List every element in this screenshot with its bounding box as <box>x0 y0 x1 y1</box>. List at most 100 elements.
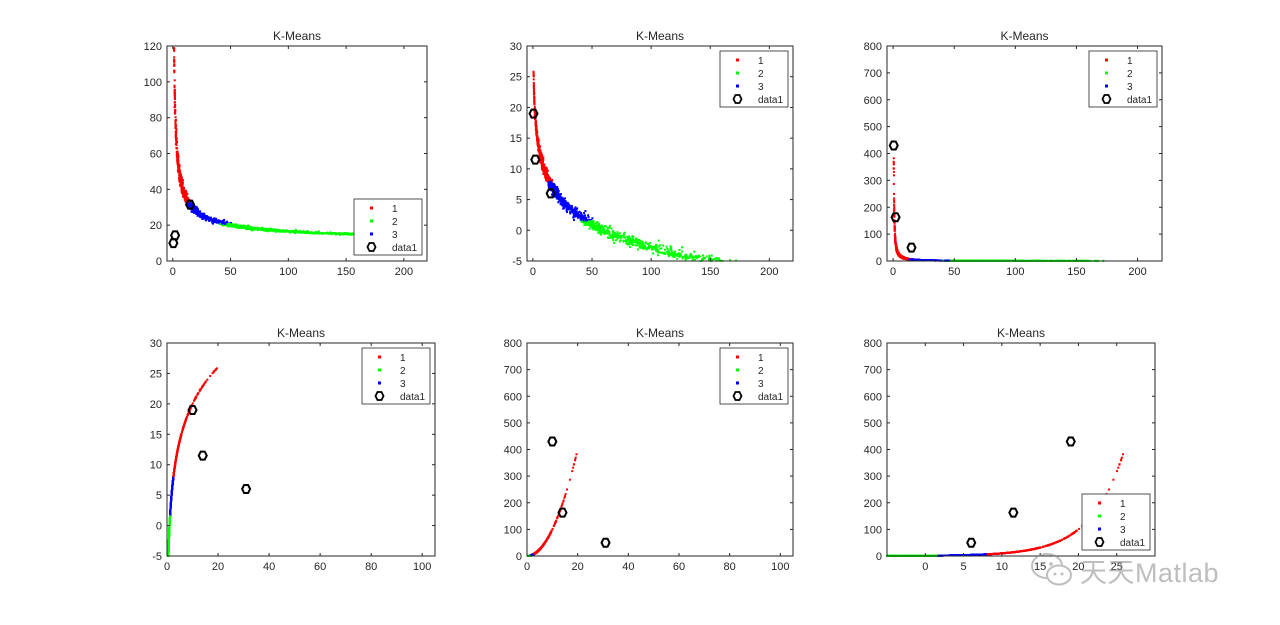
data-point-cluster-1 <box>536 136 539 139</box>
data-point-cluster-2 <box>708 254 711 257</box>
data-point-cluster-1 <box>548 176 550 179</box>
data-point-cluster-1 <box>181 181 184 184</box>
data-point-cluster-3 <box>585 219 588 222</box>
data-point-cluster-3 <box>556 188 559 190</box>
data-point-cluster-3 <box>201 214 204 217</box>
centroid-marker <box>888 140 899 151</box>
data-point-cluster-1 <box>899 253 902 256</box>
data-point-cluster-2 <box>230 225 233 228</box>
data-point-cluster-3 <box>564 205 567 208</box>
data-point-cluster-2 <box>318 232 321 235</box>
data-point-cluster-3 <box>206 215 209 218</box>
data-point-cluster-1 <box>539 154 542 157</box>
x-tick-label: 200 <box>1128 266 1146 278</box>
x-tick-label: 50 <box>586 266 598 278</box>
data-point-cluster-1 <box>893 197 896 200</box>
data-point-cluster-2 <box>608 231 611 234</box>
data-point-cluster-2 <box>630 239 633 242</box>
y-tick-label: 30 <box>510 41 522 53</box>
data-point-cluster-2 <box>337 232 340 234</box>
data-point-cluster-2 <box>634 244 637 247</box>
data-point-cluster-3 <box>547 186 550 189</box>
chart-title: K-Means <box>273 29 321 43</box>
data-point-cluster-1 <box>537 146 540 149</box>
data-point-cluster-1 <box>898 254 900 257</box>
data-point-cluster-1 <box>539 157 542 160</box>
data-point-cluster-2 <box>617 236 620 239</box>
data-point-cluster-2 <box>691 256 694 259</box>
y-tick-label: 800 <box>864 41 882 53</box>
data-point-cluster-2 <box>638 245 641 248</box>
data-point-cluster-1 <box>181 185 184 188</box>
data-point-cluster-2 <box>317 230 320 233</box>
data-point-cluster-2 <box>693 250 696 253</box>
data-point-cluster-2 <box>655 245 657 248</box>
data-point-cluster-1 <box>893 208 896 211</box>
data-point-cluster-1 <box>537 145 540 148</box>
data-point-cluster-2 <box>302 231 305 234</box>
data-point-cluster-2 <box>309 231 311 234</box>
data-point-cluster-3 <box>923 259 926 262</box>
x-tick-label: 0 <box>890 266 896 278</box>
data-point-cluster-1 <box>532 83 535 86</box>
data-point-cluster-3 <box>569 206 572 209</box>
data-point-cluster-1 <box>538 147 541 150</box>
data-point-cluster-2 <box>617 233 620 236</box>
data-point-cluster-1 <box>181 187 184 190</box>
data-point-cluster-2 <box>597 224 600 227</box>
data-point-cluster-2 <box>659 247 662 250</box>
legend-marker-3 <box>370 232 373 236</box>
data-point-cluster-2 <box>608 224 611 227</box>
data-point-cluster-2 <box>256 227 259 230</box>
data-point-cluster-1 <box>173 101 176 104</box>
data-point-cluster-3 <box>908 258 911 261</box>
legend-marker-data1 <box>366 242 377 252</box>
data-point-cluster-2 <box>616 237 619 240</box>
legend-marker-data1 <box>732 94 743 104</box>
data-point-cluster-1 <box>177 166 180 169</box>
data-point-cluster-2 <box>601 227 604 230</box>
x-tick-label: 0 <box>530 266 536 278</box>
data-point-cluster-2 <box>681 257 684 260</box>
data-point-cluster-3 <box>223 222 226 225</box>
legend-label: 2 <box>758 69 764 80</box>
data-point-cluster-2 <box>672 254 675 257</box>
data-point-cluster-2 <box>623 231 626 234</box>
data-point-cluster-2 <box>594 224 597 227</box>
data-point-cluster-1 <box>892 157 895 160</box>
data-point-cluster-2 <box>622 236 625 239</box>
data-point-cluster-1 <box>178 173 181 176</box>
data-point-cluster-1 <box>184 193 187 196</box>
legend-marker-1 <box>1105 58 1108 62</box>
legend-label: 2 <box>392 217 398 228</box>
data-point-cluster-2 <box>648 241 651 244</box>
data-point-cluster-3 <box>194 206 197 209</box>
data-point-cluster-3 <box>578 214 581 217</box>
y-tick-label: 60 <box>150 149 162 161</box>
data-point-cluster-1 <box>173 64 176 67</box>
data-point-cluster-1 <box>184 196 187 199</box>
data-point-cluster-3 <box>567 203 570 206</box>
data-point-cluster-1 <box>173 91 176 94</box>
data-point-cluster-2 <box>592 224 595 227</box>
data-point-cluster-3 <box>580 216 583 219</box>
data-point-cluster-2 <box>636 241 638 244</box>
data-point-cluster-1 <box>183 189 185 192</box>
data-point-cluster-2 <box>657 239 660 242</box>
y-tick-label: 20 <box>150 220 162 232</box>
data-point-cluster-2 <box>673 250 676 253</box>
data-point-cluster-3 <box>553 195 556 198</box>
data-point-cluster-3 <box>563 200 566 203</box>
legend-marker-3 <box>1105 84 1108 88</box>
data-point-cluster-3 <box>189 201 192 204</box>
data-point-cluster-3 <box>569 210 572 213</box>
data-point-cluster-1 <box>177 160 180 163</box>
data-point-cluster-3 <box>917 259 920 261</box>
data-point-cluster-3 <box>201 213 204 216</box>
x-tick-label: 200 <box>760 266 778 278</box>
data-point-cluster-3 <box>199 213 202 216</box>
data-point-cluster-1 <box>533 85 535 88</box>
data-point-cluster-3 <box>215 220 218 223</box>
data-point-cluster-1 <box>174 97 176 100</box>
